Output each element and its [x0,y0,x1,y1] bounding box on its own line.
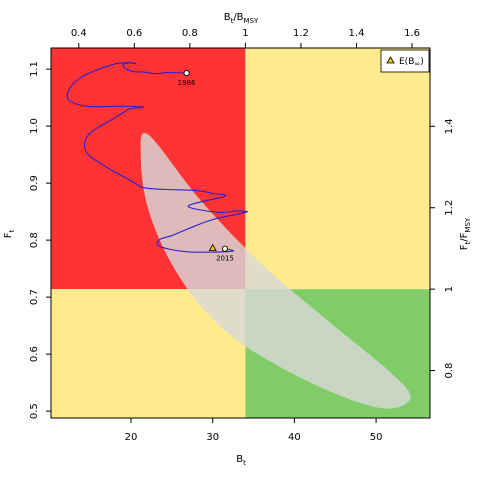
trajectory [66,62,248,253]
end-year-label: 2015 [216,255,234,263]
start-year-label: 1986 [178,79,196,87]
quadrants [51,48,430,418]
x-tick-label: 50 [370,432,383,443]
y-axis-left: 0.5 0.6 0.7 0.8 0.9 1.0 1.1 [29,61,51,419]
legend-triangle-icon [386,56,395,64]
legend-label: E(B∞) [399,57,424,68]
legend: E(B∞) [380,49,430,73]
y-tick-label: 0.9 [29,175,40,191]
start-year-point [183,70,190,77]
confidence-ellipse [140,133,411,409]
plot-frame [50,47,431,419]
x-tick-label: 20 [125,432,138,443]
trajectory-points: 1986 2015 [178,70,234,263]
top-tick-label: 1.6 [404,28,420,39]
quadrant-overfishing [245,48,430,290]
trajectory-line [66,62,248,253]
expected-biomass-marker [208,243,217,252]
end-year-point [221,245,229,252]
y-tick-label: 1.1 [29,61,40,77]
x-axis-top: 0.4 0.6 0.8 1 1.2 1.4 1.6 [71,28,420,48]
top-tick-label: 0.6 [126,28,142,39]
right-tick-label: 1.4 [444,118,455,134]
x-axis-bottom: 20 30 40 50 [125,418,383,443]
y-tick-label: 0.8 [29,232,40,248]
y-axis-right: 0.8 1 1.2 1.4 [430,118,455,379]
top-tick-label: 1 [242,28,248,39]
y-tick-label: 0.7 [29,289,40,305]
legend-box [380,49,430,73]
y-tick-label: 1.0 [29,118,40,134]
right-tick-label: 0.8 [444,363,455,379]
y-axis-label: Ft [3,229,16,238]
right-tick-label: 1 [444,286,455,292]
right-axis-label: Ft/FMSY [459,217,472,250]
top-tick-label: 0.8 [182,28,198,39]
ellipse-shape [140,133,411,409]
y-tick-label: 0.5 [29,403,40,419]
x-axis-label: Bt [236,454,246,467]
x-tick-label: 40 [288,432,301,443]
top-tick-label: 0.4 [71,28,87,39]
x-tick-label: 30 [206,432,219,443]
right-tick-label: 1.2 [444,200,455,216]
y-tick-label: 0.6 [29,346,40,362]
top-tick-label: 1.4 [349,28,365,39]
top-axis-label: Bt/BMSY [224,12,259,25]
top-tick-label: 1.2 [293,28,309,39]
